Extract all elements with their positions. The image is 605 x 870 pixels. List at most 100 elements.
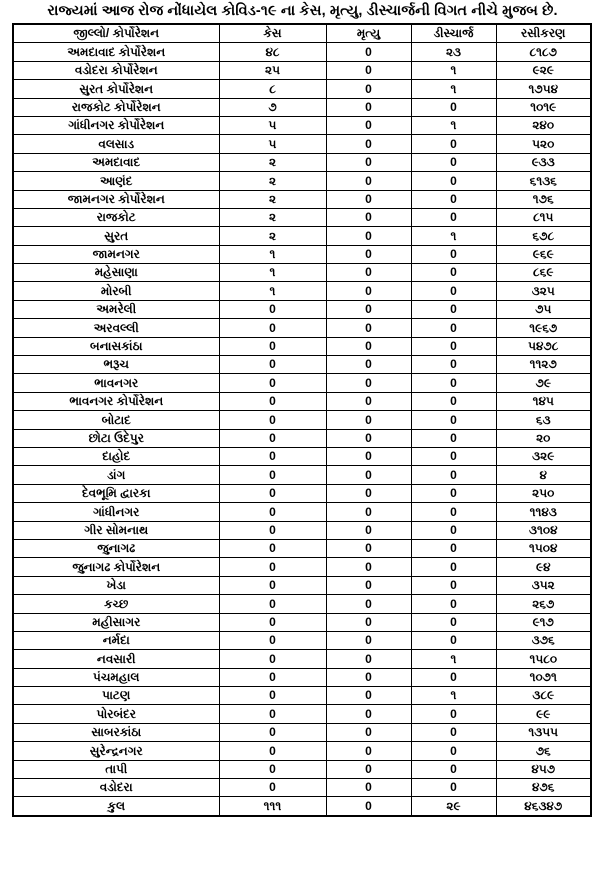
table-row: પોરબંદર 0 0 0 ૯૯ <box>12 704 592 724</box>
cases-cell: ૪૮ <box>218 42 327 62</box>
discharge-cell: 0 <box>410 667 497 688</box>
vaccination-cell: ૭૯ <box>495 373 592 393</box>
cases-cell: 0 <box>218 538 327 559</box>
deaths-cell: 0 <box>325 778 412 798</box>
deaths-cell: 0 <box>325 60 412 81</box>
vaccination-cell: ૪૬૩૪૭ <box>495 796 592 817</box>
vaccination-cell: ૧૫૦૪ <box>495 538 592 559</box>
discharge-cell: 0 <box>410 152 497 173</box>
vaccination-cell: ૪૭૬ <box>495 778 592 798</box>
deaths-cell: 0 <box>325 612 412 632</box>
cases-cell: 0 <box>218 649 327 669</box>
district-cell: મહેસાણા <box>12 263 220 283</box>
vaccination-cell: ૭૫ <box>495 299 592 320</box>
vaccination-cell: ૧૭૬ <box>495 189 592 209</box>
district-cell: વલસાડ <box>12 134 220 154</box>
vaccination-cell: ૧૦૧૯ <box>495 97 592 117</box>
table-row: ગાંધીનગર 0 0 0 ૧૧૪૩ <box>12 502 592 522</box>
discharge-cell: ૨૩ <box>410 42 497 62</box>
vaccination-cell: ૨૫૦ <box>495 483 592 504</box>
discharge-cell: ૧ <box>410 79 497 99</box>
table-row: ગીર સોમનાથ 0 0 0 ૩૧૦૪ <box>12 520 592 540</box>
discharge-cell: 0 <box>410 410 497 430</box>
cases-cell: ૨ <box>218 152 327 173</box>
vaccination-cell: ૩૫૨ <box>495 575 592 596</box>
cases-cell: ૧ <box>218 244 327 265</box>
cases-cell: ૫ <box>218 134 327 154</box>
vaccination-cell: ૩૨૫ <box>495 281 592 301</box>
table-header: જીલ્લો/ કોર્પોરેશન કેસ મૃત્યુ ડીસ્ચાર્જ … <box>12 23 592 44</box>
deaths-cell: 0 <box>325 97 412 117</box>
cases-cell: ૨ <box>218 189 327 209</box>
cases-cell: ૫ <box>218 115 327 136</box>
table-row: ગાંધીનગર કોર્પોરેશન ૫ 0 ૧ ૨૪૦ <box>12 115 592 136</box>
table-row: વડોદરા કોર્પોરેશન ૨૫ 0 ૧ ૯૨૯ <box>12 60 592 81</box>
vaccination-cell: ૩૨૯ <box>495 446 592 467</box>
cases-cell: ૮ <box>218 79 327 99</box>
cases-cell: 0 <box>218 630 327 651</box>
vaccination-cell: ૧૯૬૭ <box>495 318 592 338</box>
deaths-cell: 0 <box>325 134 412 154</box>
table-row: રાજકોટ કોર્પોરેશન ૭ 0 0 ૧૦૧૯ <box>12 97 592 117</box>
district-cell: છોટા ઉદેપુર <box>12 428 220 448</box>
discharge-cell: 0 <box>410 428 497 448</box>
cases-cell: ૨૫ <box>218 60 327 81</box>
table-row: સુરત ૨ 0 ૧ ૬૭૮ <box>12 226 592 246</box>
table-row: મહીસાગર 0 0 0 ૯૧૭ <box>12 612 592 632</box>
cases-cell: 0 <box>218 428 327 448</box>
vaccination-cell: ૧૫૮૦ <box>495 649 592 669</box>
district-cell: પાટણ <box>12 686 220 706</box>
table-row: અમદાવાદ કોર્પોરેશન ૪૮ 0 ૨૩ ૮૧૮૭ <box>12 42 592 62</box>
deaths-cell: 0 <box>325 446 412 467</box>
table-row: બોટાદ 0 0 0 ૬૩ <box>12 410 592 430</box>
cases-cell: 0 <box>218 410 327 430</box>
deaths-cell: 0 <box>325 667 412 688</box>
deaths-cell: 0 <box>325 538 412 559</box>
vaccination-cell: ૧૧૨૭ <box>495 355 592 375</box>
deaths-cell: 0 <box>325 355 412 375</box>
vaccination-cell: ૩૧૦૪ <box>495 520 592 540</box>
discharge-cell: 0 <box>410 594 497 614</box>
table-row: સાબરકાંઠા 0 0 0 ૧૩૫૫ <box>12 722 592 743</box>
col-header-deaths: મૃત્યુ <box>325 23 412 44</box>
district-cell: જામનગર કોર્પોરેશન <box>12 189 220 209</box>
discharge-cell: 0 <box>410 502 497 522</box>
deaths-cell: 0 <box>325 575 412 596</box>
vaccination-cell: ૩૮૯ <box>495 686 592 706</box>
cases-cell: ૨ <box>218 207 327 228</box>
vaccination-cell: ૯૯ <box>495 704 592 724</box>
district-cell: વડોદરા <box>12 778 220 798</box>
vaccination-cell: ૬૩ <box>495 410 592 430</box>
table-row: દાહોદ 0 0 0 ૩૨૯ <box>12 446 592 467</box>
district-cell: ખેડા <box>12 575 220 596</box>
deaths-cell: 0 <box>325 207 412 228</box>
cases-cell: 0 <box>218 741 327 761</box>
district-cell: સુરેન્દ્રનગર <box>12 741 220 761</box>
discharge-cell: 0 <box>410 263 497 283</box>
table-row: અરવલ્લી 0 0 0 ૧૯૬૭ <box>12 318 592 338</box>
district-cell: નવસારી <box>12 649 220 669</box>
discharge-cell: ૧ <box>410 649 497 669</box>
table-row: જામનગર ૧ 0 0 ૯૬૯ <box>12 244 592 265</box>
district-cell: તાપી <box>12 759 220 780</box>
district-cell: સાબરકાંઠા <box>12 722 220 743</box>
discharge-cell: 0 <box>410 557 497 577</box>
table-row: ભરૂચ 0 0 0 ૧૧૨૭ <box>12 355 592 375</box>
vaccination-cell: ૧૧૪૩ <box>495 502 592 522</box>
table-body: અમદાવાદ કોર્પોરેશન ૪૮ 0 ૨૩ ૮૧૮૭ વડોદરા ક… <box>12 42 592 817</box>
table-row: કચ્છ 0 0 0 ૨૬૭ <box>12 594 592 614</box>
cases-cell: 0 <box>218 483 327 504</box>
cases-cell: ૨ <box>218 171 327 191</box>
cases-cell: 0 <box>218 465 327 485</box>
deaths-cell: 0 <box>325 557 412 577</box>
deaths-cell: 0 <box>325 79 412 99</box>
district-cell: બોટાદ <box>12 410 220 430</box>
discharge-cell: 0 <box>410 97 497 117</box>
cases-cell: 0 <box>218 759 327 780</box>
discharge-cell: 0 <box>410 391 497 412</box>
cases-cell: 0 <box>218 299 327 320</box>
deaths-cell: 0 <box>325 483 412 504</box>
district-cell: આણંદ <box>12 171 220 191</box>
deaths-cell: 0 <box>325 428 412 448</box>
deaths-cell: 0 <box>325 796 412 817</box>
